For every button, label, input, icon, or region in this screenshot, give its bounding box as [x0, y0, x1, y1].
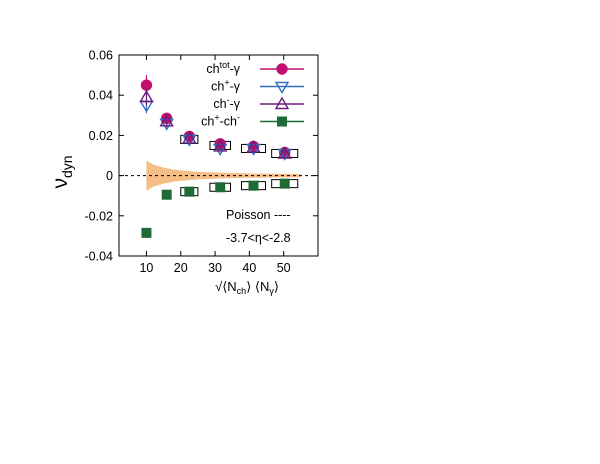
- legend-label-part: ch: [213, 97, 226, 111]
- data-point: [213, 139, 228, 152]
- data-point: [161, 189, 172, 200]
- legend-marker: [274, 96, 290, 110]
- plot-frame: [118, 54, 319, 257]
- series-2: [139, 89, 292, 159]
- data-point: [279, 178, 290, 189]
- x-axis-label-close2: ⟩: [274, 279, 279, 294]
- legend-label: ch+-γ: [211, 78, 241, 94]
- x-axis-label-sub1: ch: [237, 286, 247, 296]
- x-axis-label-open2: ⟨N: [251, 279, 269, 294]
- legend-label-part: -ch: [220, 115, 237, 129]
- data-point: [277, 146, 292, 159]
- eta-range-annotation: -3.7<η<-2.8: [226, 231, 291, 245]
- legend: chtot-γch+-γch--γch+-ch-: [201, 60, 304, 129]
- legend-label: chtot-γ: [206, 60, 240, 76]
- series-layer: [139, 75, 292, 238]
- x-tick-label: 10: [139, 261, 153, 275]
- y-tick-label: 0.06: [89, 49, 113, 63]
- data-point: [184, 186, 195, 197]
- x-axis-label: √⟨Nch⟩ ⟨Nγ⟩: [215, 279, 279, 296]
- y-tick-label: 0.02: [89, 129, 113, 143]
- x-axis-label-close1: ⟩: [246, 279, 251, 294]
- y-axis-label-main: ν: [49, 178, 72, 189]
- data-point: [159, 113, 174, 127]
- legend-label-part: -γ: [230, 62, 241, 76]
- data-point: [182, 134, 197, 147]
- x-tick-label: 40: [242, 261, 256, 275]
- legend-label-part: +: [224, 78, 229, 88]
- data-point: [246, 140, 261, 153]
- data-point: [248, 180, 259, 191]
- y-tick-label: 0.04: [89, 89, 113, 103]
- axes-layer: 10 20 30 40 50 -0.04 -0.02 0 0.02 0.04 0.06: [85, 49, 318, 275]
- legend-label-part: ch: [201, 115, 214, 129]
- data-point: [139, 89, 154, 103]
- legend-label-part: ch: [206, 62, 219, 76]
- data-point: [246, 143, 261, 156]
- y-tick-label: -0.04: [85, 250, 114, 264]
- y-tick-label: 0: [106, 169, 113, 183]
- x-tick-label: 20: [174, 261, 188, 275]
- legend-label-part: -: [227, 95, 230, 105]
- y-axis-label-sub: dyn: [59, 155, 75, 178]
- legend-label-part: -γ: [230, 80, 241, 94]
- legend-label-part: ch: [211, 80, 224, 94]
- y-axis-label: νdyn: [49, 155, 75, 188]
- legend-label: ch--γ: [213, 95, 240, 111]
- x-tick-label: 50: [277, 261, 291, 275]
- poisson-annotation: Poisson ----: [226, 208, 291, 222]
- legend-marker: [277, 116, 287, 127]
- data-point: [140, 79, 153, 91]
- x-axis-label-open1: ⟨N: [222, 279, 236, 294]
- legend-marker: [276, 63, 288, 75]
- y-tick-label: -0.02: [85, 209, 114, 223]
- legend-label-part: -: [237, 113, 240, 123]
- legend-label-part: tot: [220, 60, 231, 70]
- legend-label-part: +: [214, 113, 219, 123]
- legend-label-part: -γ: [230, 97, 241, 111]
- data-point: [277, 148, 292, 161]
- data-point: [215, 182, 226, 193]
- data-point: [182, 131, 197, 144]
- legend-marker: [274, 81, 290, 94]
- series-3: [141, 178, 290, 238]
- x-tick-label: 30: [208, 261, 222, 275]
- x-axis-label-root: √: [215, 279, 223, 294]
- legend-label: ch+-ch-: [201, 113, 240, 129]
- x-axis-label-sub2: γ: [269, 286, 274, 296]
- data-point: [141, 227, 152, 238]
